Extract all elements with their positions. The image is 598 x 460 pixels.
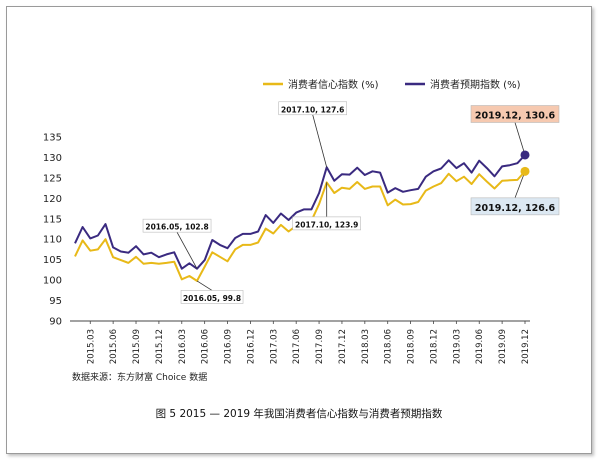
annotations: 2017.10, 127.6 2017.10, 123.9 2016.05, 102… — [142, 101, 560, 304]
annotation-box — [278, 101, 347, 116]
annotation-leader — [514, 171, 526, 198]
x-tick-label: 2018.06 — [384, 329, 394, 364]
legend-label-expectation: 消费者预期指数 (%) — [430, 78, 521, 91]
y-tick-label: 105 — [43, 255, 62, 266]
y-tick-label: 100 — [43, 276, 62, 287]
axes: 90 95 100 105 110 115 120 125 130 135 2015.03 2015.… — [43, 133, 531, 365]
annotation-leader — [312, 114, 328, 168]
annotation-leader — [514, 122, 526, 156]
source-note: 数据来源：东方财富 Choice 数据 — [72, 371, 207, 383]
x-tick-label: 2016.06 — [201, 329, 211, 364]
chart-title: 图 5 2015 — 2019 年我国消费者信心指数与消费者预期指数 — [156, 407, 443, 420]
y-tick-label: 110 — [43, 235, 62, 246]
annotation-box — [470, 197, 560, 216]
x-tick-label: 2016.09 — [224, 329, 234, 364]
annotation-label: 2017.10, 127.6 — [281, 105, 344, 114]
x-tick-label: 2019.06 — [475, 329, 485, 364]
x-tick-label: 2017.12 — [338, 329, 348, 364]
legend-label-confidence: 消费者信心指数 (%) — [288, 78, 379, 91]
endpoint-marker — [520, 166, 530, 176]
y-tick-label: 90 — [49, 317, 62, 328]
x-tick-label: 2017.09 — [315, 329, 325, 364]
x-tick-label: 2017.06 — [292, 329, 302, 364]
x-tick-label: 2018.09 — [407, 329, 417, 364]
annotation-box — [470, 105, 560, 123]
x-tick-label: 2015.03 — [86, 329, 96, 364]
x-tick-label: 2018.03 — [361, 329, 371, 364]
annotation-leader — [196, 280, 213, 291]
x-tick-label: 2016.12 — [246, 329, 256, 364]
annotation-label: 2019.12, 126.6 — [475, 203, 556, 214]
x-tick-label: 2019.09 — [498, 329, 508, 364]
y-tick-label: 120 — [43, 194, 62, 205]
legend: 消费者信心指数 (%) 消费者预期指数 (%) — [263, 78, 521, 91]
x-tick-label: 2015.09 — [132, 329, 142, 364]
annotation-leader — [176, 231, 198, 269]
x-tick-label: 2017.03 — [269, 329, 279, 364]
annotation-label: 2019.12, 130.6 — [475, 110, 556, 121]
x-tick-label: 2015.12 — [155, 329, 165, 364]
y-tick-label: 125 — [43, 173, 62, 184]
annotation-label: 2016.05, 99.8 — [183, 294, 241, 303]
annotation-box — [292, 216, 361, 231]
annotation-box — [142, 218, 212, 233]
endpoint-marker — [520, 150, 530, 160]
x-tick-label: 2019.03 — [452, 329, 462, 364]
y-tick-label: 130 — [43, 153, 62, 164]
annotation-label: 2017.10, 123.9 — [295, 220, 358, 229]
series-line-expectation — [74, 154, 526, 270]
x-tick-label: 2016.03 — [178, 329, 188, 364]
x-tick-label: 2018.12 — [429, 329, 439, 364]
annotation-label: 2016.05, 102.8 — [145, 223, 208, 232]
x-tick-label: 2019.12 — [521, 329, 531, 364]
annotation-box — [180, 290, 244, 304]
y-tick-label: 95 — [49, 296, 62, 307]
y-tick-label: 135 — [43, 133, 62, 144]
y-tick-label: 115 — [43, 214, 62, 225]
x-tick-label: 2015.06 — [109, 329, 119, 364]
